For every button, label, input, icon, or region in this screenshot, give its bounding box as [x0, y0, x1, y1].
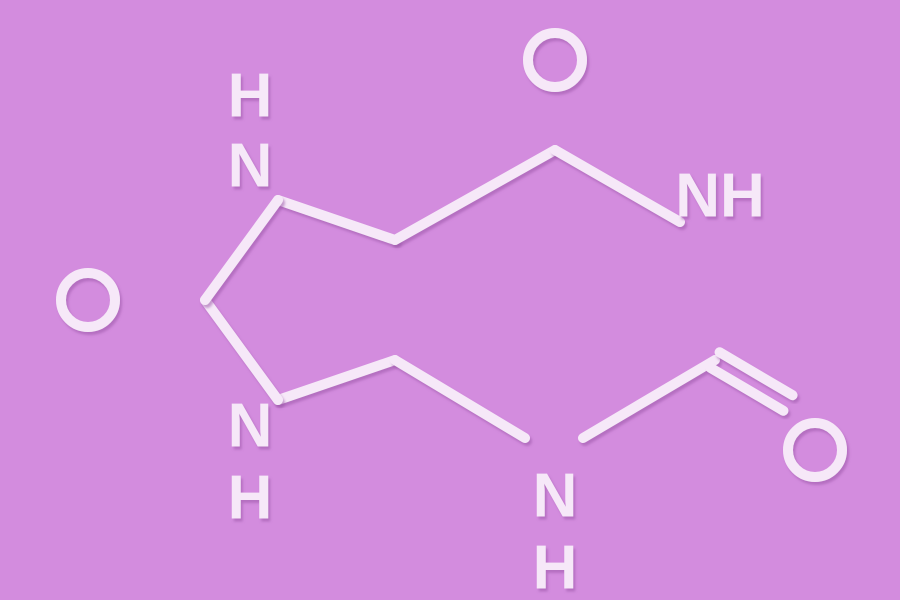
- atom-label: N: [228, 131, 273, 200]
- bond: [278, 200, 395, 240]
- atom-label: H: [228, 61, 273, 130]
- bond: [205, 200, 278, 300]
- atom-label: H: [533, 533, 578, 600]
- oxygen-atom: [528, 33, 582, 87]
- bond: [395, 150, 555, 240]
- bond: [278, 360, 395, 400]
- bond: [583, 360, 715, 438]
- atom-label: H: [228, 463, 273, 532]
- bond: [205, 300, 278, 400]
- bond: [395, 360, 525, 438]
- atom-label: NH: [675, 161, 765, 230]
- bond: [710, 368, 783, 411]
- oxygen-atom: [61, 273, 115, 327]
- oxygen-atom: [788, 423, 842, 477]
- bond: [720, 352, 793, 395]
- bond: [555, 150, 680, 222]
- atom-label: N: [533, 461, 578, 530]
- atom-label: N: [228, 391, 273, 460]
